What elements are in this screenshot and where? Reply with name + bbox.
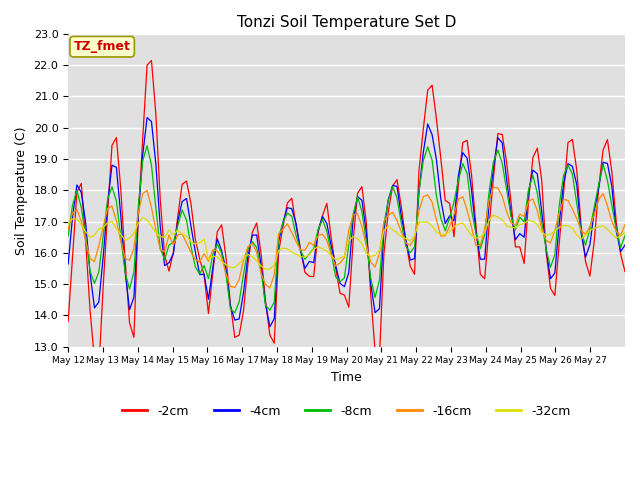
X-axis label: Time: Time xyxy=(332,371,362,384)
Text: TZ_fmet: TZ_fmet xyxy=(74,40,131,53)
Title: Tonzi Soil Temperature Set D: Tonzi Soil Temperature Set D xyxy=(237,15,456,30)
Legend: -2cm, -4cm, -8cm, -16cm, -32cm: -2cm, -4cm, -8cm, -16cm, -32cm xyxy=(117,400,576,423)
Y-axis label: Soil Temperature (C): Soil Temperature (C) xyxy=(15,126,28,254)
